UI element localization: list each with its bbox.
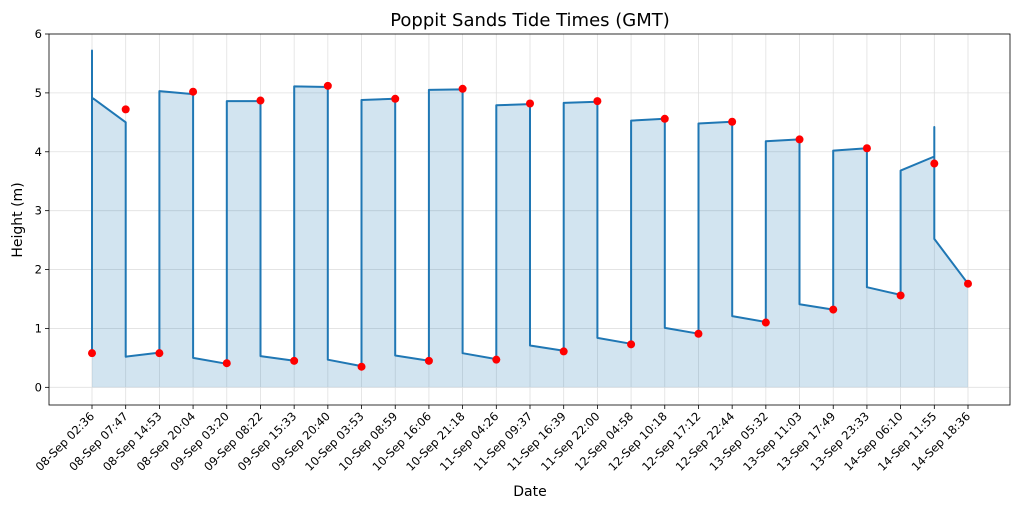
tide-point [121,105,130,114]
tide-point [256,96,265,105]
tide-point [761,318,770,327]
tide-point [627,340,636,349]
tide-point [222,359,231,368]
tide-point [896,291,905,300]
tide-point [862,144,871,153]
tide-point [357,362,366,371]
tide-point [189,87,198,96]
tide-point [458,84,467,93]
tide-point [424,356,433,365]
y-tick-label: 3 [35,204,42,218]
plot-frame [48,33,1011,406]
y-axis: 0 1 2 3 4 5 6 [35,27,49,394]
tide-point [593,97,602,106]
tide-point [795,135,804,144]
x-tick-label: 14-Sep 18:36 [909,409,974,474]
y-tick-label: 6 [35,27,42,41]
y-axis-label: Height (m) [10,182,26,257]
tide-point [660,114,669,123]
tide-point [728,117,737,126]
tide-point [391,94,400,103]
tide-point [88,349,96,358]
tide-point [829,305,838,314]
tide-point [526,99,534,108]
tide-point [930,159,939,168]
tide-point [559,347,568,356]
tide-point [290,356,299,365]
tide-point [694,329,703,338]
tide-point [155,349,164,358]
tide-point [964,279,972,288]
chart-title: Poppit Sands Tide Times (GMT) [390,10,670,31]
y-tick-label: 5 [35,86,42,100]
tide-point [323,81,332,90]
marker-layer [88,81,972,371]
x-axis-label: Date [513,484,546,500]
tide-point [492,355,501,364]
y-tick-label: 2 [35,263,42,277]
y-tick-label: 4 [35,145,42,159]
y-tick-label: 1 [35,321,42,335]
y-tick-label: 0 [35,380,42,394]
